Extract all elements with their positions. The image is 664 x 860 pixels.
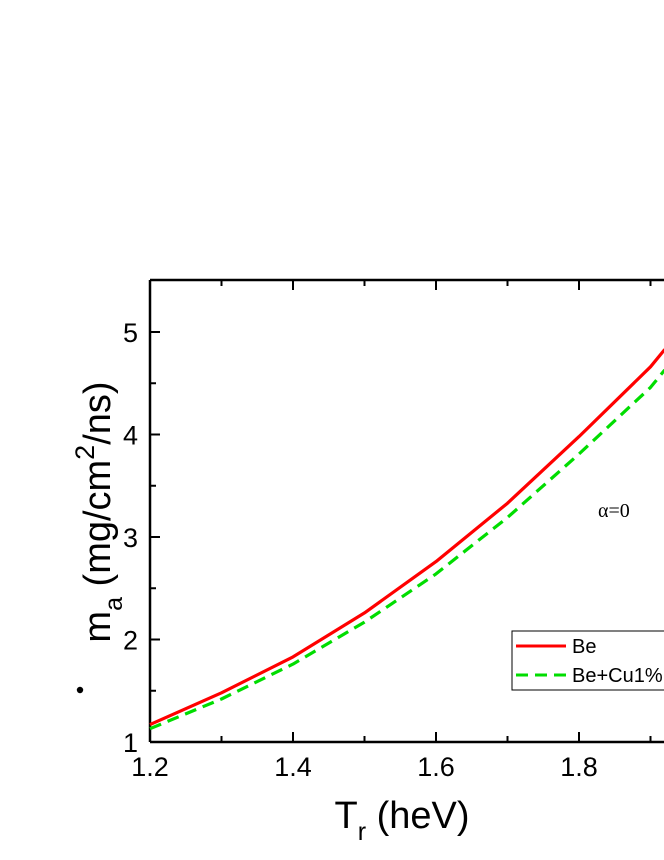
x-tick-label: 1.8 [560,752,598,782]
y-tick-label: 3 [123,523,138,553]
ticks: 1.2 1.4 1.6 1.8 1 2 3 4 5 [123,280,652,782]
series-layer [149,348,664,731]
x-tick-label: 1.2 [131,752,169,782]
x-axis-title-sub: r [358,818,366,846]
x-tick-label: 1.6 [417,752,455,782]
series-line-be-cu [149,368,664,731]
legend-label-be: Be [572,636,596,658]
y-axis-title-unit-post: /ns) [77,381,119,444]
y-tick-label: 2 [123,626,138,656]
legend-label-becu: Be+Cu1% [572,665,663,687]
y-tick-label: 1 [123,728,138,758]
series-line-be [149,348,664,727]
y-axis-title-main: m [77,611,119,643]
x-axis-title-main: T [334,795,357,837]
legend-box [511,630,664,691]
x-axis-title-unit: (heV) [377,795,470,837]
legend: Be Be+Cu1% [511,630,664,691]
x-axis-title: Tr (heV) [334,795,469,846]
svg-text:ma (mg/cm2/ns): ma (mg/cm2/ns) [70,381,128,642]
y-axis-title-unit-sup: 2 [70,445,100,460]
y-axis-title: ma (mg/cm2/ns) [70,381,128,694]
y-tick-label: 4 [123,421,138,451]
y-axis-title-unit-pre: (mg/cm [77,460,119,587]
y-axis-title-sub: a [100,597,128,611]
svg-text:Tr (heV): Tr (heV) [334,795,469,846]
annotation-alpha: α=0 [598,500,630,522]
y-tick-label: 5 [123,318,138,348]
y-axis-title-dot [76,686,84,694]
x-tick-label: 1.4 [274,752,312,782]
